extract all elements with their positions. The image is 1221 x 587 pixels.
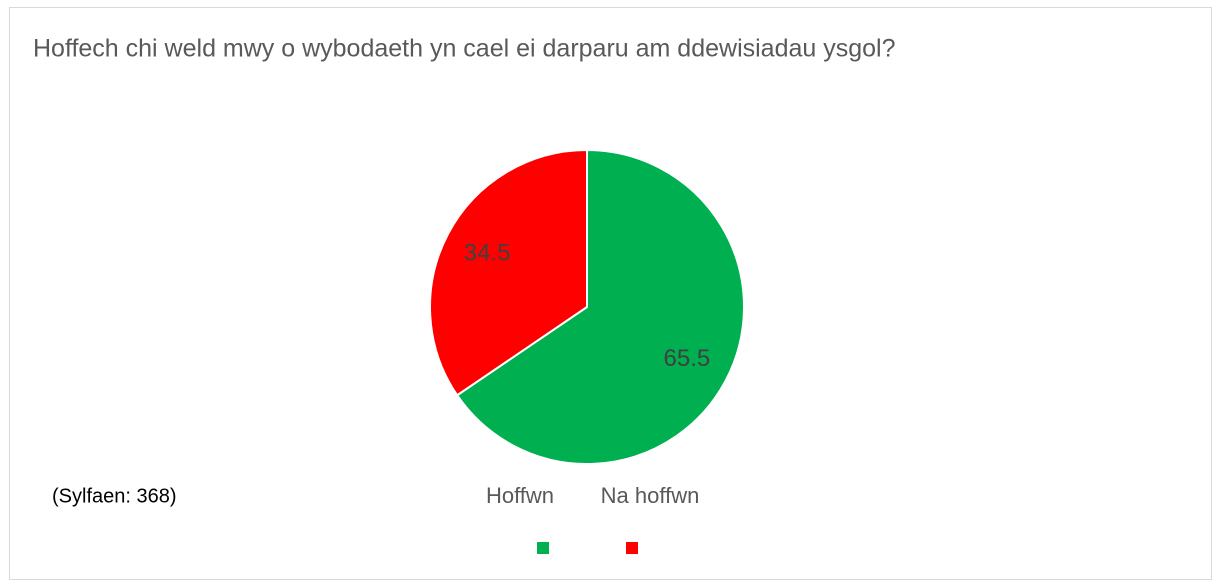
pie-slice [429,148,588,397]
data-label: 34.5 [464,239,511,266]
legend-swatch [626,542,638,554]
data-label: 65.5 [664,345,711,372]
annotation: (Sylfaen: 368) [52,485,177,507]
pie-slice [455,148,745,465]
legend-label: Hoffwn [486,483,554,508]
legend-swatch [537,542,549,554]
chart-title: Hoffech chi weld mwy o wybodaeth yn cael… [33,35,896,63]
legend-label: Na hoffwn [601,483,700,508]
